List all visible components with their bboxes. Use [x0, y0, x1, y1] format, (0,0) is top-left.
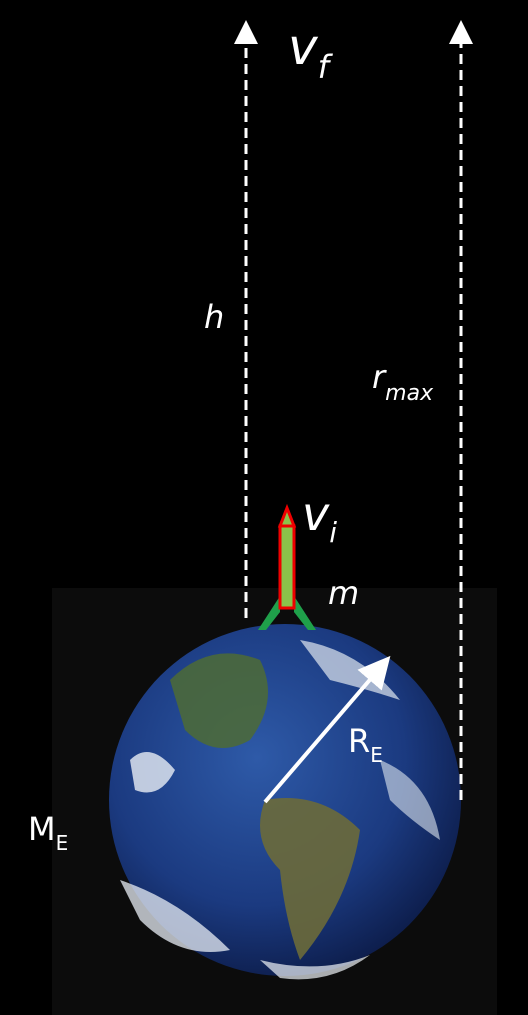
height-label: h	[204, 298, 224, 336]
page: vf h rmax vi m RE ME (() => { const data…	[0, 0, 528, 1015]
diagram: vf h rmax vi m RE ME	[0, 0, 528, 1015]
mass-label: m	[328, 574, 359, 612]
